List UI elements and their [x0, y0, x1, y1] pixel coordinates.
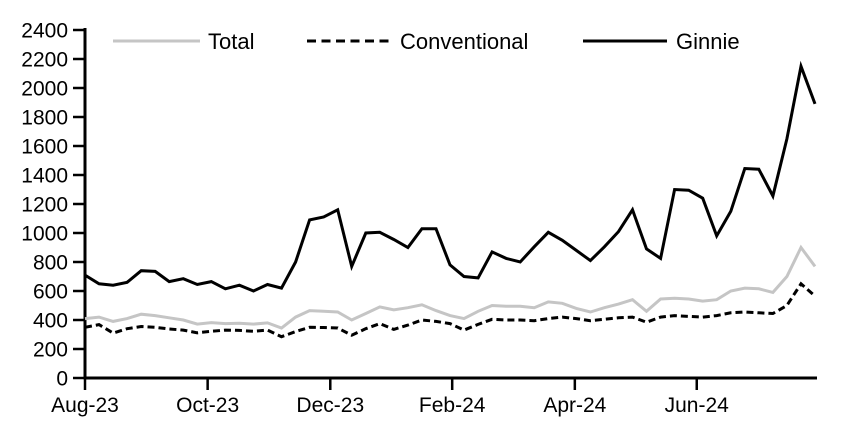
y-tick-label: 800 [33, 251, 68, 274]
y-tick-label: 1600 [21, 135, 68, 158]
y-tick-label: 400 [33, 309, 68, 332]
series-layer [84, 60, 817, 339]
x-tick-label: Oct-23 [176, 394, 239, 417]
x-tick-label: Dec-23 [296, 394, 364, 417]
y-tick-label: 2000 [21, 77, 68, 100]
legend: Total Conventional Ginnie [113, 29, 740, 54]
x-tick-label: Jun-24 [665, 394, 730, 417]
y-tick-label: 0 [56, 367, 68, 390]
x-tick-label: Aug-23 [51, 394, 119, 417]
series-ginnie-line [84, 60, 817, 293]
x-axis: Aug-23 Oct-23 Dec-23 Feb-24 Apr-24 Jun-24 [51, 376, 817, 417]
y-tick-label: 2400 [21, 19, 68, 42]
x-tick-label: Feb-24 [419, 394, 486, 417]
y-tick-label: 200 [33, 338, 68, 361]
x-tick-label: Apr-24 [543, 394, 606, 417]
legend-total-label: Total [208, 29, 254, 54]
y-axis: 0 200 400 600 800 1000 1200 1400 1600 1800 2000 220… [21, 19, 87, 390]
y-tick-label: 600 [33, 280, 68, 303]
y-tick-label: 2200 [21, 48, 68, 71]
legend-conventional-label: Conventional [400, 29, 528, 54]
y-tick-label: 1400 [21, 164, 68, 187]
y-tick-label: 1200 [21, 193, 68, 216]
series-total-line [84, 244, 817, 330]
y-tick-label: 1000 [21, 222, 68, 245]
y-tick-label: 1800 [21, 106, 68, 129]
legend-ginnie-label: Ginnie [676, 29, 740, 54]
series-conventional-line [84, 281, 816, 339]
